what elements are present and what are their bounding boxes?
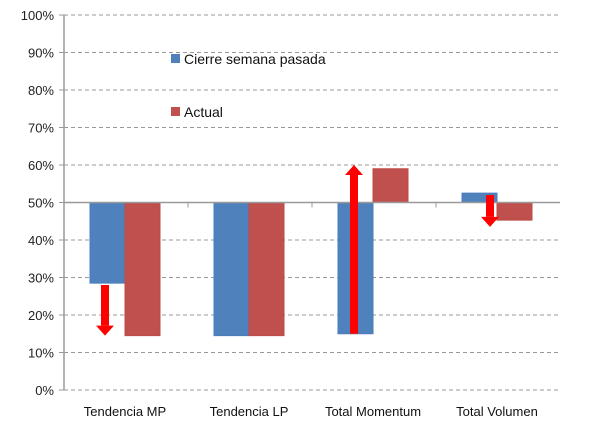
y-axis-ticks: 0% 10% 20% 30% 40% 50% 60% 70% 80% 90% 100%	[21, 8, 65, 398]
legend-swatch	[171, 107, 180, 116]
arrows	[96, 165, 499, 336]
arrow-shaft	[350, 175, 358, 334]
category-label: Tendencia LP	[210, 404, 289, 419]
bar-actual	[248, 202, 285, 337]
y-tick-label: 20%	[28, 308, 54, 323]
legend: Cierre semana pasada Actual	[171, 51, 326, 120]
bar-actual	[372, 168, 409, 203]
arrow-shaft	[486, 195, 494, 217]
arrow-down-icon	[96, 285, 114, 336]
y-tick-label: 50%	[28, 196, 54, 211]
bars	[89, 168, 533, 337]
y-tick-label: 80%	[28, 83, 54, 98]
category-labels: Tendencia MP Tendencia LP Total Momentum To…	[84, 404, 538, 419]
arrow-down-icon	[481, 195, 499, 227]
arrow-head	[345, 165, 363, 175]
y-tick-label: 60%	[28, 158, 54, 173]
y-tick-label: 40%	[28, 233, 54, 248]
category-label: Total Momentum	[325, 404, 421, 419]
arrow-head	[96, 325, 114, 336]
arrow-shaft	[101, 285, 109, 326]
bar-actual	[124, 202, 161, 337]
category-label: Tendencia MP	[84, 404, 166, 419]
baseline-axis	[64, 201, 560, 208]
y-tick-label: 70%	[28, 121, 54, 136]
gridlines	[64, 14, 560, 391]
bar-cierre	[89, 202, 126, 284]
bar-cierre	[213, 202, 250, 337]
legend-label: Actual	[184, 104, 223, 120]
y-tick-label: 100%	[21, 8, 55, 23]
arrow-head	[481, 216, 499, 227]
y-tick-label: 10%	[28, 346, 54, 361]
y-tick-label: 90%	[28, 46, 54, 61]
legend-swatch	[171, 54, 180, 63]
bar-actual	[496, 202, 533, 221]
legend-label: Cierre semana pasada	[184, 51, 326, 67]
y-tick-label: 30%	[28, 271, 54, 286]
y-tick-label: 0%	[35, 383, 54, 398]
arrow-up-icon	[345, 165, 363, 334]
category-label: Total Volumen	[456, 404, 538, 419]
